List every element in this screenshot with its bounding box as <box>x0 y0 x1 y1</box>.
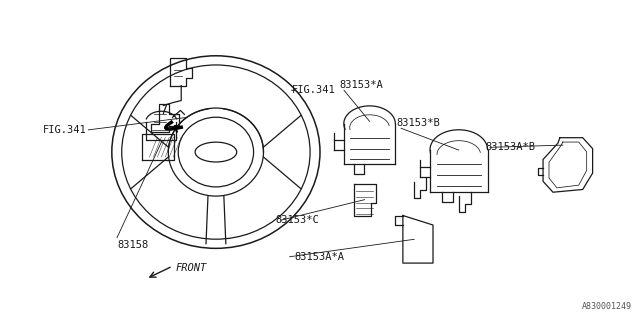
Text: 83153*B: 83153*B <box>396 118 440 128</box>
Text: 83153*C: 83153*C <box>276 215 319 225</box>
Text: 83153*A: 83153*A <box>339 80 383 90</box>
Text: FIG.341: FIG.341 <box>43 125 86 135</box>
Text: 83153A*B: 83153A*B <box>485 142 535 152</box>
Text: FRONT: FRONT <box>175 263 207 273</box>
Text: FIG.341: FIG.341 <box>291 85 335 95</box>
Text: A830001249: A830001249 <box>582 302 632 311</box>
Text: 83153A*A: 83153A*A <box>294 252 344 262</box>
Text: 83158: 83158 <box>117 240 148 250</box>
